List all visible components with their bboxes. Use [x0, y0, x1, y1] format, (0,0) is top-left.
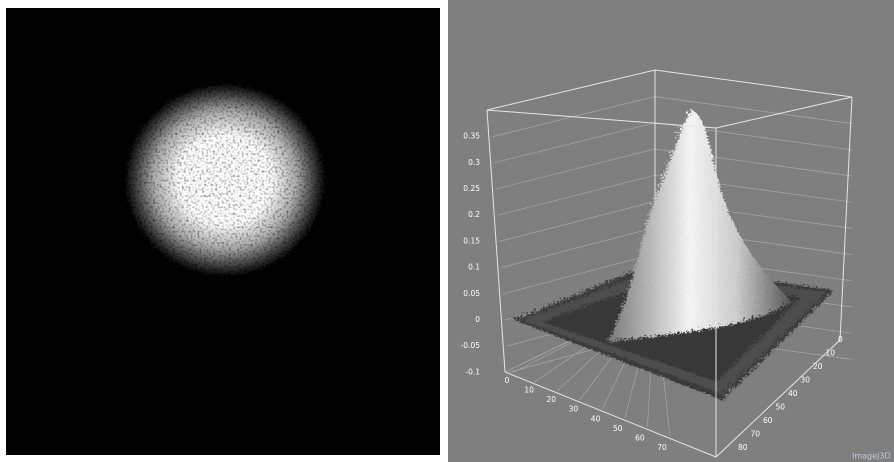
z-tick-label: 0 [475, 315, 480, 324]
z-tick-label: -0.05 [461, 341, 481, 350]
z-tick-label: -0.1 [465, 367, 480, 376]
x-tick-label: 10 [524, 386, 534, 395]
z-tick-label: 0.05 [463, 289, 480, 298]
x-tick-label: 20 [547, 395, 557, 404]
y-tick-label: 0 [838, 335, 843, 344]
z-tick-label: 0.1 [468, 263, 480, 272]
z-tick-label: 0.15 [463, 236, 480, 245]
image-blob [120, 80, 350, 280]
y-tick-label: 80 [738, 443, 748, 452]
z-tick-label: 0.35 [463, 132, 480, 141]
z-tick-label: 0.2 [468, 210, 480, 219]
y-tick-label: 30 [801, 376, 811, 385]
x-tick-label: 70 [657, 443, 667, 452]
watermark: ImageJ3D [852, 452, 891, 461]
x-tick-label: 60 [635, 433, 645, 442]
y-tick-label: 50 [776, 403, 786, 412]
z-tick-label: 0.25 [463, 184, 480, 193]
x-tick-label: 30 [569, 405, 579, 414]
y-tick-label: 40 [788, 389, 798, 398]
x-tick-label: 0 [505, 376, 510, 385]
y-tick-label: 70 [751, 430, 761, 439]
z-tick-label: 0.3 [468, 158, 480, 167]
y-tick-label: 10 [826, 349, 836, 358]
surface-plot: 0.350.30.250.20.150.10.050-0.05-0.101020… [448, 0, 894, 462]
y-tick-label: 60 [763, 416, 773, 425]
y-tick-label: 20 [813, 362, 823, 371]
x-tick-label: 40 [591, 414, 601, 423]
x-tick-label: 50 [613, 424, 623, 433]
screenshot: 0.350.30.250.20.150.10.050-0.05-0.101020… [0, 0, 894, 462]
